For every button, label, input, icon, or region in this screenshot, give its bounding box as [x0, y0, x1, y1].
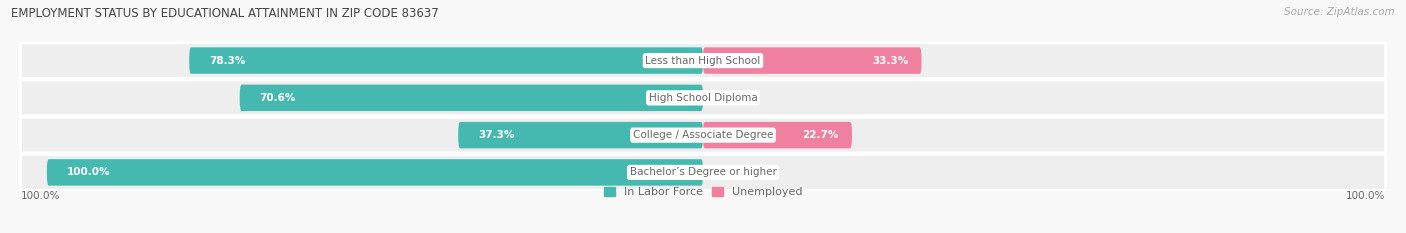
- Text: 0.0%: 0.0%: [716, 168, 742, 177]
- Text: Less than High School: Less than High School: [645, 56, 761, 65]
- Text: 78.3%: 78.3%: [209, 56, 245, 65]
- FancyBboxPatch shape: [703, 47, 921, 74]
- FancyBboxPatch shape: [703, 122, 852, 148]
- FancyBboxPatch shape: [46, 159, 703, 186]
- Text: 0.0%: 0.0%: [716, 93, 742, 103]
- FancyBboxPatch shape: [21, 117, 1385, 153]
- Text: 100.0%: 100.0%: [1346, 191, 1385, 201]
- Text: Bachelor’s Degree or higher: Bachelor’s Degree or higher: [630, 168, 776, 177]
- Text: 33.3%: 33.3%: [872, 56, 908, 65]
- FancyBboxPatch shape: [458, 122, 703, 148]
- Text: Source: ZipAtlas.com: Source: ZipAtlas.com: [1284, 7, 1395, 17]
- Text: 37.3%: 37.3%: [478, 130, 515, 140]
- FancyBboxPatch shape: [21, 154, 1385, 190]
- FancyBboxPatch shape: [190, 47, 703, 74]
- Text: College / Associate Degree: College / Associate Degree: [633, 130, 773, 140]
- Text: 100.0%: 100.0%: [21, 191, 60, 201]
- Legend: In Labor Force, Unemployed: In Labor Force, Unemployed: [603, 187, 803, 197]
- Text: 70.6%: 70.6%: [260, 93, 295, 103]
- FancyBboxPatch shape: [240, 85, 703, 111]
- Text: High School Diploma: High School Diploma: [648, 93, 758, 103]
- Text: 100.0%: 100.0%: [66, 168, 110, 177]
- FancyBboxPatch shape: [21, 80, 1385, 116]
- Text: EMPLOYMENT STATUS BY EDUCATIONAL ATTAINMENT IN ZIP CODE 83637: EMPLOYMENT STATUS BY EDUCATIONAL ATTAINM…: [11, 7, 439, 20]
- FancyBboxPatch shape: [21, 43, 1385, 79]
- Text: 22.7%: 22.7%: [803, 130, 839, 140]
